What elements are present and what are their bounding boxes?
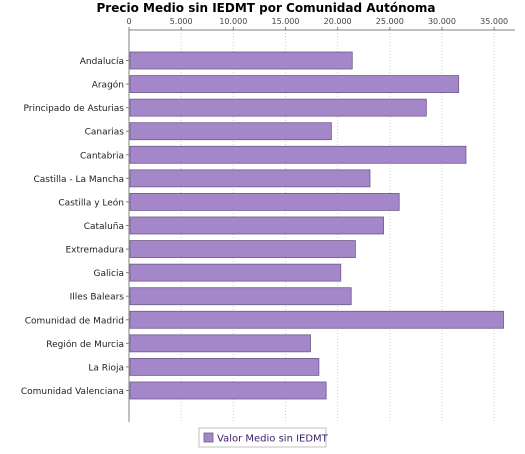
axis-layer: 0 5.000 10.000 15.000 20.000 25.000 30.000 35.0…: [126, 17, 515, 422]
x-tick-label: 20.000: [324, 17, 352, 26]
category-label: La Rioja: [88, 363, 124, 373]
bar: [129, 240, 356, 258]
category-label: Comunidad Valenciana: [21, 387, 124, 397]
category-label: Castilla y León: [58, 197, 124, 208]
bar: [129, 98, 427, 117]
x-tick-label: 0: [126, 17, 131, 26]
category-label: Aragón: [92, 80, 124, 91]
category-label: Cantabria: [80, 151, 124, 161]
x-tick-label: 30.000: [428, 17, 456, 26]
category-label: Región de Murcia: [46, 339, 124, 350]
bar: [129, 122, 332, 141]
bar: [129, 263, 342, 282]
category-label: Cataluña: [84, 222, 124, 232]
category-label: Castilla - La Mancha: [33, 175, 124, 185]
x-tick-label: 25.000: [376, 17, 404, 26]
legend-label: Valor Medio sin IEDMT: [217, 434, 329, 445]
x-tick-label: 5.000: [170, 17, 193, 26]
bar: [129, 334, 311, 353]
bar: [129, 75, 460, 93]
bar: [129, 287, 352, 306]
bar: [129, 358, 320, 376]
category-label: Illes Balears: [70, 293, 125, 303]
bar: [129, 51, 353, 70]
bar: [129, 381, 327, 400]
bar: [129, 145, 467, 164]
bar: [129, 193, 400, 211]
category-labels: Andalucía Aragón Principado de Asturias Can…: [21, 57, 129, 397]
bar: [129, 310, 504, 329]
bar: [129, 216, 384, 235]
category-label: Principado de Asturias: [23, 104, 124, 114]
category-label: Andalucía: [80, 57, 124, 67]
x-tick-label: 10.000: [219, 17, 247, 26]
x-tick-label: 35.000: [480, 17, 508, 26]
x-tick-label: 15.000: [271, 17, 299, 26]
chart-title: Precio Medio sin IEDMT por Comunidad Aut…: [97, 1, 436, 15]
bars-layer: [129, 51, 504, 400]
legend: Valor Medio sin IEDMT: [198, 427, 329, 448]
category-label: Canarias: [85, 128, 125, 138]
legend-box: [198, 427, 327, 448]
category-label: Comunidad de Madrid: [25, 316, 124, 326]
legend-swatch: [203, 432, 214, 443]
category-label: Extremadura: [66, 246, 125, 256]
bar: [129, 169, 371, 188]
category-label: Galicia: [94, 269, 124, 279]
